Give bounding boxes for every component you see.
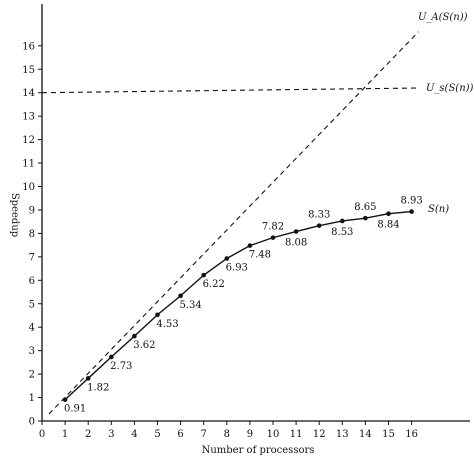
data-label-12: 8.33: [308, 210, 330, 221]
data-point-4: [132, 333, 137, 339]
y-tick-label-1: 1: [29, 393, 35, 404]
x-tick-label-10: 10: [267, 429, 280, 440]
y-tick-label-0: 0: [29, 417, 35, 428]
data-point-8: [224, 256, 230, 261]
y-tick-label-3: 3: [29, 346, 35, 357]
data-label-15: 8.84: [377, 220, 399, 231]
series-line-0: [64, 210, 412, 401]
data-point-7: [201, 272, 206, 278]
x-tick-label-8: 8: [224, 429, 230, 440]
data-label-4: 3.62: [133, 340, 155, 351]
data-label-2: 1.82: [87, 382, 109, 393]
data-label-5: 4.53: [156, 319, 178, 330]
x-axis-title: Number of processors: [202, 445, 315, 456]
y-tick-label-7: 7: [29, 252, 35, 263]
data-point-11: [293, 229, 299, 234]
data-point-2: [85, 376, 91, 381]
x-tick-label-5: 5: [154, 429, 160, 440]
data-label-1: 0.91: [64, 404, 86, 415]
x-tick-label-13: 13: [336, 429, 349, 440]
data-point-10: [270, 235, 276, 240]
data-label-3: 2.73: [110, 361, 132, 372]
y-tick-label-10: 10: [22, 182, 35, 193]
axis-ticks: 0 1 2 3 4 5 6 7 8 9 10 11 12 13 14 15 160123456789101112…: [22, 41, 418, 440]
y-tick-label-5: 5: [29, 299, 35, 310]
data-label-16: 8.93: [400, 196, 422, 207]
series-name-1: U_A(S(n)): [418, 12, 468, 23]
data-label-10: 7.82: [262, 222, 284, 233]
y-tick-label-2: 2: [29, 370, 35, 381]
data-labels: 0.911.822.733.624.535.346.226.937.48 7.82…: [64, 12, 474, 415]
y-axis-title: Speedup: [9, 193, 20, 237]
data-label-14: 8.65: [354, 202, 376, 213]
x-tick-label-6: 6: [177, 429, 183, 440]
data-markers: [62, 209, 414, 402]
series-name-2: U_s(S(n)): [426, 83, 474, 94]
axes: [41, 4, 470, 422]
data-label-9: 7.48: [249, 250, 271, 261]
data-point-1: [62, 397, 68, 402]
data-point-5: [155, 312, 160, 318]
data-label-11: 8.08: [285, 238, 307, 249]
x-tick-label-1: 1: [62, 429, 68, 440]
x-tick-label-3: 3: [108, 429, 114, 440]
x-tick-label-0: 0: [39, 429, 45, 440]
data-point-3: [109, 354, 114, 360]
data-point-6: [178, 293, 183, 299]
x-tick-label-12: 12: [313, 429, 326, 440]
data-label-6: 5.34: [179, 300, 201, 311]
data-point-14: [363, 215, 368, 221]
x-tick-label-2: 2: [85, 429, 91, 440]
y-tick-label-12: 12: [22, 135, 35, 146]
x-tick-label-16: 16: [405, 429, 418, 440]
x-tick-label-4: 4: [131, 429, 137, 440]
data-point-15: [386, 211, 391, 217]
x-tick-label-7: 7: [201, 429, 207, 440]
data-label-7: 6.22: [203, 279, 225, 290]
x-tick-label-14: 14: [359, 429, 372, 440]
y-tick-label-4: 4: [29, 323, 35, 334]
y-tick-label-6: 6: [29, 276, 35, 287]
y-tick-label-15: 15: [22, 65, 35, 76]
data-point-16: [409, 209, 414, 214]
data-label-8: 6.93: [226, 262, 248, 273]
x-tick-label-9: 9: [247, 429, 253, 440]
data-point-9: [247, 243, 253, 248]
y-tick-label-13: 13: [22, 112, 35, 123]
series-lines: [41, 31, 419, 415]
y-tick-label-8: 8: [29, 229, 35, 240]
y-tick-label-16: 16: [22, 41, 35, 52]
x-tick-label-11: 11: [290, 429, 303, 440]
x-tick-label-15: 15: [382, 429, 395, 440]
data-point-12: [316, 223, 322, 228]
data-label-13: 8.53: [331, 227, 353, 238]
series-line-1: [48, 31, 419, 415]
series-name-0: S(n): [428, 204, 449, 215]
data-point-13: [340, 218, 345, 224]
y-tick-label-14: 14: [22, 88, 35, 99]
y-tick-label-9: 9: [29, 205, 35, 216]
y-tick-label-11: 11: [22, 159, 35, 170]
